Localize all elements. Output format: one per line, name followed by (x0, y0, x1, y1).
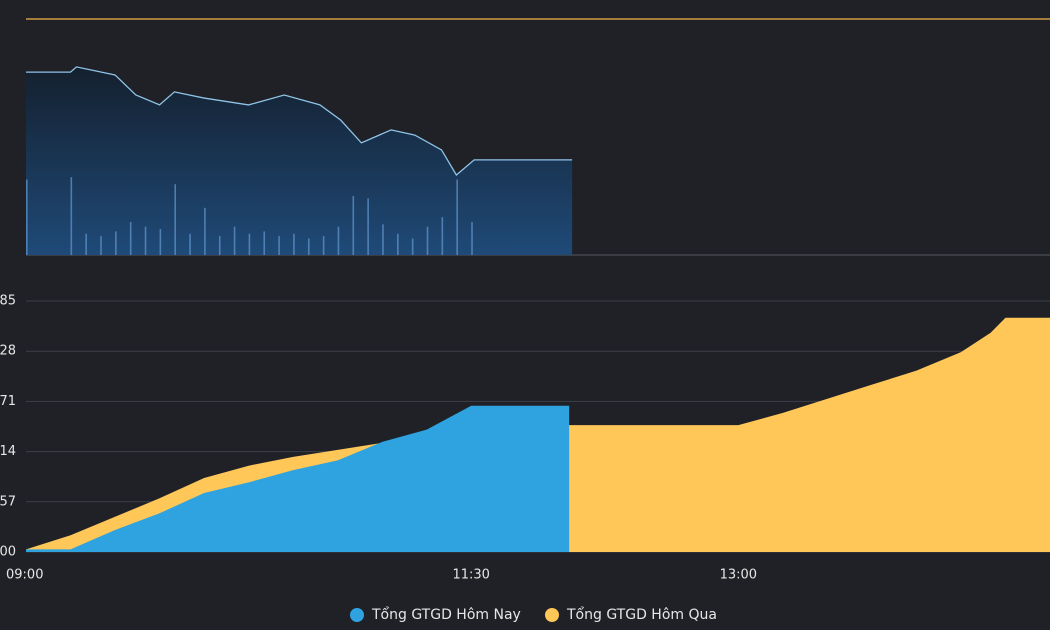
volume-bar (352, 196, 355, 255)
volume-bar (144, 226, 147, 255)
volume-bar (248, 233, 251, 255)
legend-marker (350, 608, 364, 622)
x-tick-label: 13:00 (720, 568, 757, 583)
volume-bar (307, 238, 310, 255)
volume-bar (411, 238, 414, 255)
volume-bar (70, 177, 73, 255)
volume-bar (159, 229, 162, 255)
volume-bar (337, 226, 340, 255)
volume-bar (426, 226, 429, 255)
volume-bar (293, 233, 295, 255)
volume-bar (85, 233, 87, 255)
y-tick-label: 57 (0, 494, 16, 509)
legend: Tổng GTGD Hôm Nay Tổng GTGD Hôm Qua (350, 606, 717, 623)
volume-bar (471, 221, 473, 255)
volume-bar (26, 179, 28, 255)
y-tick-label: 14 (0, 444, 16, 459)
volume-bar (278, 236, 280, 255)
volume-bar (204, 207, 206, 255)
volume-bar (441, 217, 444, 255)
price-line (26, 66, 573, 176)
volume-bar (218, 236, 221, 255)
series-area (26, 405, 570, 552)
price-area (26, 66, 573, 256)
volume-bar (115, 231, 117, 255)
volume-bar (233, 226, 236, 255)
y-tick-label: 00 (0, 545, 16, 560)
volume-bar (397, 233, 399, 255)
volume-bar (322, 236, 325, 255)
volume-bar (263, 231, 266, 255)
y-tick-label: 71 (0, 394, 16, 409)
volume-bar (189, 233, 191, 255)
legend-label: Tổng GTGD Hôm Qua (566, 606, 717, 623)
y-tick-label: 28 (0, 344, 16, 359)
x-tick-label: 11:30 (452, 568, 489, 583)
volume-bar (382, 224, 384, 255)
volume-bar (174, 184, 177, 255)
volume-bar (367, 198, 369, 255)
volume-bar (456, 179, 458, 255)
volume-bar (129, 221, 132, 255)
x-tick-label: 09:00 (6, 568, 43, 583)
volume-bar (100, 236, 102, 255)
legend-marker (545, 608, 559, 622)
legend-label: Tổng GTGD Hôm Nay (371, 606, 521, 623)
y-tick-label: 85 (0, 294, 16, 309)
